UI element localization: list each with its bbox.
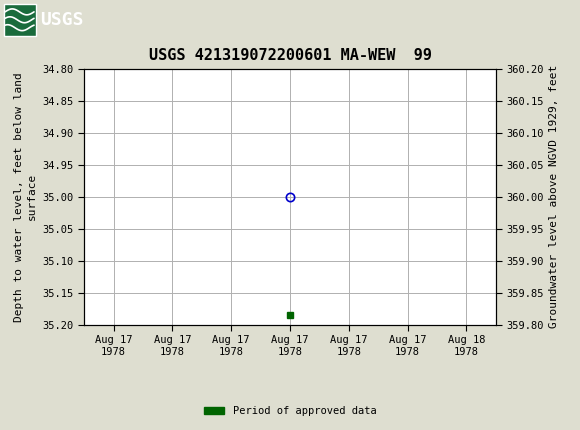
Title: USGS 421319072200601 MA-WEW  99: USGS 421319072200601 MA-WEW 99: [148, 49, 432, 64]
Y-axis label: Depth to water level, feet below land
surface: Depth to water level, feet below land su…: [14, 72, 37, 322]
Y-axis label: Groundwater level above NGVD 1929, feet: Groundwater level above NGVD 1929, feet: [549, 65, 559, 329]
Bar: [4, 4, 36, 36]
Text: USGS: USGS: [40, 11, 84, 29]
Legend: Period of approved data: Period of approved data: [200, 402, 380, 421]
